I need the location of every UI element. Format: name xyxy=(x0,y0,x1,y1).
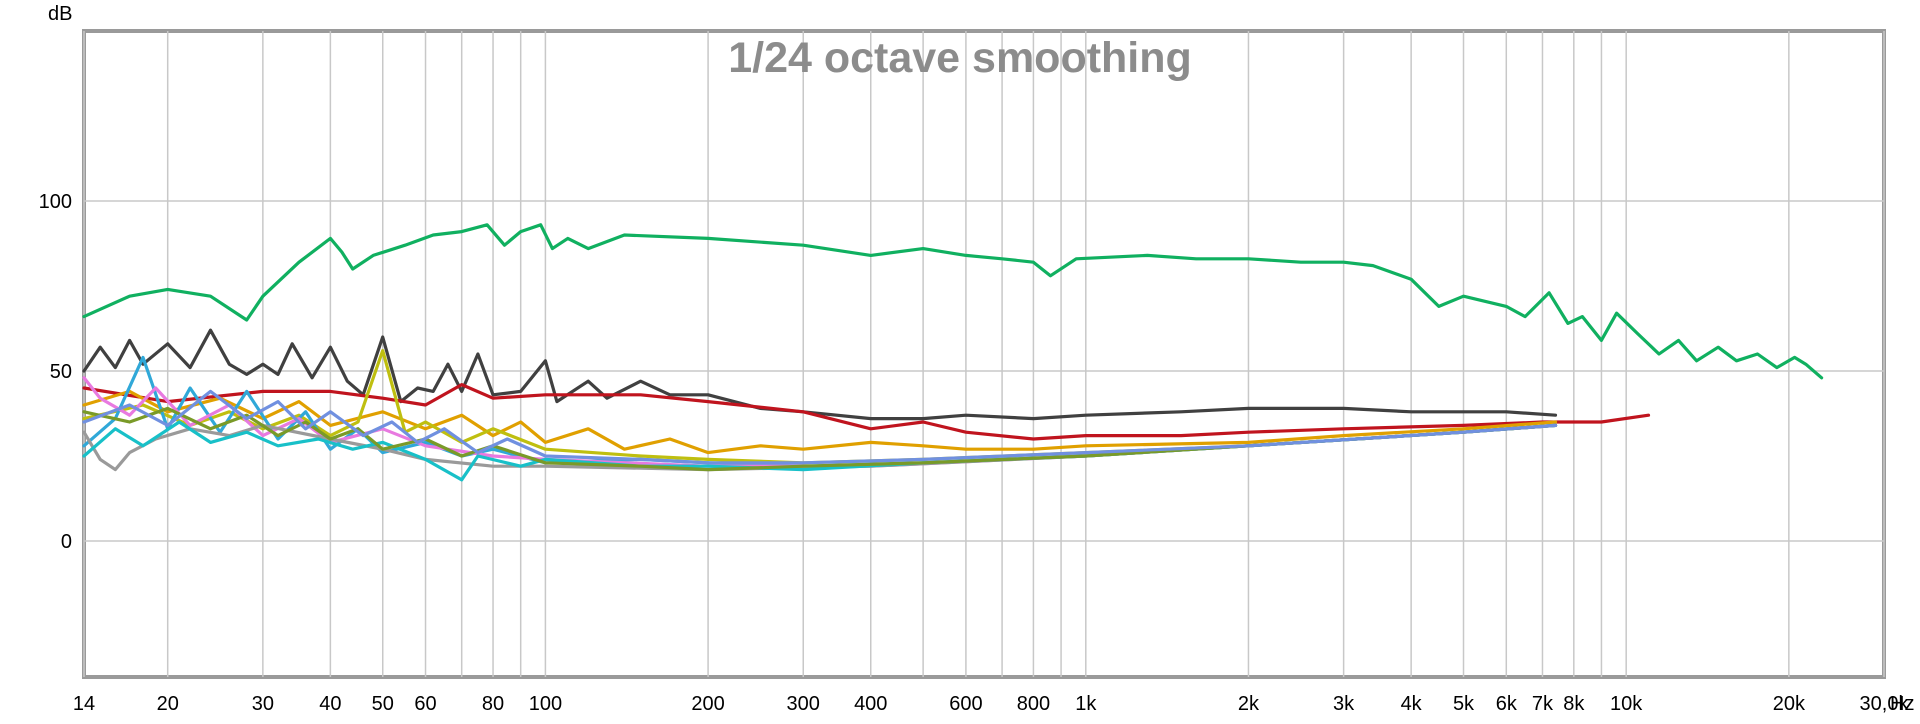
x-tick-label: 60 xyxy=(414,693,436,715)
x-tick-label: 6k xyxy=(1496,693,1518,715)
x-tick-label: 200 xyxy=(691,693,724,715)
y-tick-labels: 0 50 100 xyxy=(39,191,72,553)
series-line-11 xyxy=(82,389,1558,465)
x-tick-label: 40 xyxy=(319,693,341,715)
x-tick-label: 80 xyxy=(482,693,504,715)
series-layer xyxy=(82,223,1824,482)
x-tick-label: 600 xyxy=(949,693,982,715)
y-tick-label: 0 xyxy=(61,531,72,553)
x-tick-label: 8k xyxy=(1563,693,1585,715)
x-tick-label: 3k xyxy=(1333,693,1355,715)
plot-frame xyxy=(82,29,1886,679)
y-axis-unit-label: dB xyxy=(48,3,72,25)
x-tick-label: 1k xyxy=(1075,693,1097,715)
x-tick-label: 50 xyxy=(372,693,394,715)
series-line-2 xyxy=(82,328,1558,421)
x-tick-label: 100 xyxy=(529,693,562,715)
x-tick-label: 20 xyxy=(157,693,179,715)
x-tick-label: 2k xyxy=(1238,693,1260,715)
x-tick-label: 300 xyxy=(787,693,820,715)
x-tick-label: 7k xyxy=(1532,693,1554,715)
series-line-4 xyxy=(82,389,1558,455)
x-tick-label: 20k xyxy=(1773,693,1806,715)
series-line-3 xyxy=(82,383,1651,441)
x-tick-label: 5k xyxy=(1453,693,1475,715)
x-tick-label: 4k xyxy=(1401,693,1423,715)
y-gridlines xyxy=(84,200,1884,542)
chart-title: 1/24 octave smoothing xyxy=(728,34,1192,82)
x-tick-labels: 14 20 30 40 50 60 80 100 200 300 400 600 800 1k 2k 3k 4k… xyxy=(73,693,1910,715)
x-gridlines xyxy=(83,31,1885,677)
x-tick-label: 800 xyxy=(1017,693,1050,715)
series-line-10 xyxy=(82,406,1558,472)
x-tick-label: 400 xyxy=(854,693,887,715)
x-axis-unit-label: Hz xyxy=(1890,693,1914,715)
y-tick-label: 100 xyxy=(39,191,72,213)
series-line-1 xyxy=(82,223,1824,380)
x-tick-label: 30 xyxy=(252,693,274,715)
x-tick-label: 14 xyxy=(73,693,95,715)
x-tick-label: 10k xyxy=(1610,693,1643,715)
x-tick-label: 30,0k xyxy=(1860,693,1910,715)
y-tick-label: 50 xyxy=(50,361,72,383)
